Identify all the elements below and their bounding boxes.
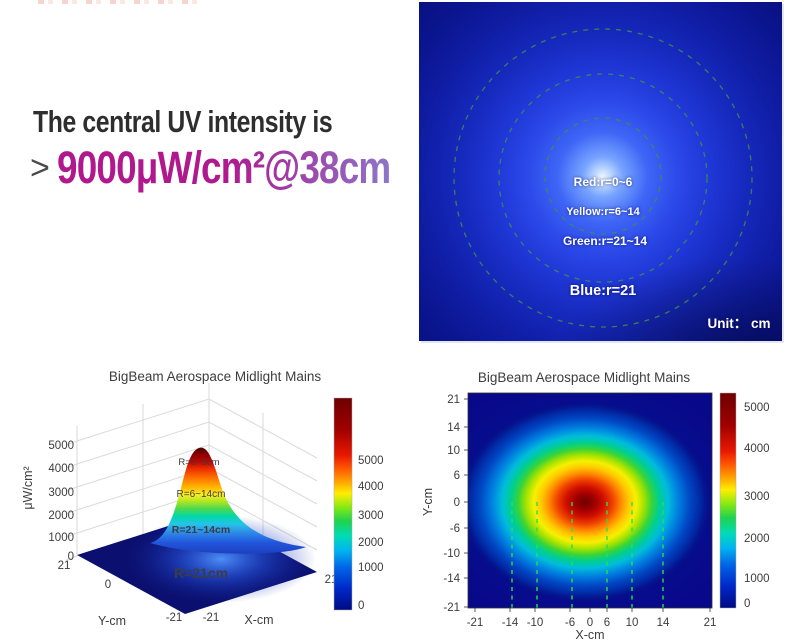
svg-text:1000: 1000 [358, 562, 384, 574]
ring-green-boundary [498, 73, 708, 283]
svg-text:4000: 4000 [744, 443, 770, 455]
beam-label-red: Red:r=0~6 [573, 175, 633, 189]
x-axis-label: X-cm [244, 613, 273, 627]
svg-text:21: 21 [704, 617, 717, 629]
svg-text:0: 0 [68, 551, 74, 563]
svg-text:-14: -14 [443, 573, 460, 585]
heatmap-x-ticks: -21 -14 -10 -6 0 6 10 14 21 [467, 617, 717, 629]
svg-text:3000: 3000 [48, 487, 74, 499]
heatmap-y-ticks: 21 14 10 6 0 -6 -10 -14 -21 [443, 394, 460, 614]
annotation-r21: R=21cm [174, 565, 228, 581]
heatmap-colorbar-ticks: 5000 4000 3000 2000 1000 0 [744, 402, 770, 610]
svg-text:0: 0 [587, 617, 593, 629]
y-axis-label: Y-cm [98, 614, 126, 628]
svg-text:10: 10 [447, 445, 460, 457]
svg-text:3000: 3000 [744, 491, 770, 503]
svg-text:0: 0 [744, 598, 750, 610]
beam-label-yellow: Yellow:r=6~14 [566, 206, 640, 218]
greater-than-symbol: > [30, 148, 50, 187]
svg-text:4000: 4000 [358, 481, 384, 493]
svg-text:14: 14 [447, 422, 460, 434]
annotation-r6-14: R=6~14cm [177, 489, 226, 500]
intensity-value: 9000μW/cm²@38cm [56, 142, 391, 193]
z-axis-ticks: 5000 4000 3000 2000 1000 0 [48, 440, 74, 563]
x-tick-n21: -21 [203, 612, 220, 624]
svg-text:-14: -14 [502, 617, 519, 629]
svg-text:-10: -10 [527, 617, 544, 629]
heatmap-title: BigBeam Aerospace Midlight Mains [478, 370, 691, 385]
svg-text:1000: 1000 [48, 532, 74, 544]
heatmap-blob [468, 393, 712, 608]
y-tick-0: 0 [105, 579, 111, 591]
svg-text:0: 0 [358, 600, 364, 612]
beam-rings-overlay [453, 28, 753, 328]
heatmap-y-label: Y-cm [421, 488, 435, 516]
svg-text:2000: 2000 [358, 537, 384, 549]
surface-colorbar-ticks: 5000 4000 3000 2000 1000 0 [358, 455, 384, 612]
svg-text:4000: 4000 [48, 463, 74, 475]
svg-text:2000: 2000 [48, 510, 74, 522]
svg-text:1000: 1000 [744, 573, 770, 585]
y-tick-n21: -21 [166, 612, 183, 624]
svg-text:21: 21 [447, 394, 460, 406]
beam-label-green: Green:r=21~14 [562, 234, 648, 248]
annotation-r21-14: R=21~14cm [172, 524, 230, 536]
y-tick-21: 21 [58, 560, 71, 572]
beam-unit-label: Unit： cm [707, 316, 771, 331]
svg-text:2000: 2000 [744, 533, 770, 545]
svg-text:10: 10 [626, 617, 639, 629]
svg-text:-6: -6 [450, 523, 460, 535]
svg-text:5000: 5000 [744, 402, 770, 414]
svg-text:6: 6 [454, 470, 460, 482]
svg-text:-10: -10 [443, 548, 460, 560]
heatmap-x-label: X-cm [575, 628, 604, 642]
heatmap-plot: BigBeam Aerospace Midlight Mains [421, 370, 770, 642]
surface-cone [150, 447, 306, 554]
axis-tick-marks [464, 398, 711, 612]
svg-text:-21: -21 [467, 617, 484, 629]
annotation-r0-6: R=0~6cm [178, 457, 219, 468]
surface-title: BigBeam Aerospace Midlight Mains [109, 369, 322, 384]
surface-plot: BigBeam Aerospace Midlight Mains R=0~6cm… [21, 369, 384, 628]
svg-text:-21: -21 [443, 602, 460, 614]
svg-text:6: 6 [604, 617, 610, 629]
svg-text:-6: -6 [565, 617, 575, 629]
headline-text: The central UV intensity is [33, 104, 333, 139]
svg-text:3000: 3000 [358, 510, 384, 522]
heatmap-colorbar [719, 392, 737, 609]
svg-text:5000: 5000 [358, 455, 384, 467]
surface-colorbar [333, 397, 353, 611]
cropped-red-text-fragment [38, 0, 206, 4]
z-axis-label: μW/cm² [21, 466, 35, 509]
ring-yellow-boundary [544, 117, 662, 235]
ring-blue-boundary [453, 28, 753, 328]
svg-text:5000: 5000 [48, 440, 74, 452]
svg-text:14: 14 [657, 617, 670, 629]
dashed-guide-lines [511, 502, 664, 608]
beam-label-blue: Blue:r=21 [569, 283, 637, 299]
headline-value-row: > 9000μW/cm²@38cm [30, 142, 463, 194]
beam-photo: Red:r=0~6 Yellow:r=6~14 Green:r=21~14 Bl… [419, 2, 782, 341]
svg-text:0: 0 [454, 497, 460, 509]
